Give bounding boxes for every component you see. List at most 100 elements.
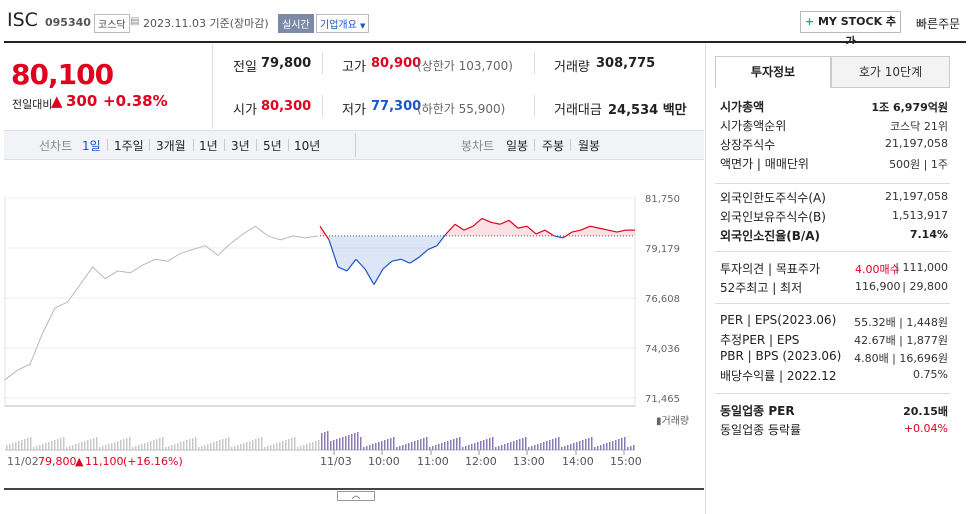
volume-bar [327,431,329,450]
change-amount: 300 [66,92,98,110]
volume-value: 308,775 [596,56,656,71]
tab-5year[interactable]: 5년 [263,139,282,153]
info-label-rows2-1[interactable]: 외국인보유주식수(B) [720,210,826,224]
tab-weekly[interactable]: 주봉 [542,139,565,153]
volume-bar [498,446,500,450]
volume-bar [357,432,359,450]
volume-bar [30,437,32,450]
date-text: 2023.11.03 기준(장마감) [143,17,269,30]
volume-bar [360,437,362,450]
volume-bar [408,443,410,450]
divider [107,139,108,151]
volume-bar [204,445,206,450]
expand-chevron-button[interactable]: ︿ [337,491,375,501]
y-tick-label: 81,750 [645,194,680,205]
info-label-rows4-3[interactable]: 배당수익률 | 2022.12 [720,369,837,383]
tab-3year[interactable]: 3년 [231,139,250,153]
volume-bar [87,440,89,450]
price-line-segment [364,268,375,285]
price-line-segment [319,225,330,241]
volume-bar [426,437,428,450]
company-overview-button[interactable]: 기업개요 ▼ [316,14,370,33]
volume-bar [447,441,449,450]
add-mystock-button[interactable]: + MY STOCK 추가 [800,11,901,48]
volume-bar [81,442,83,450]
volume-bar [15,442,17,450]
volume-bar [588,438,590,450]
tab-orderbook[interactable]: 호가 10단계 [831,56,950,88]
info-label-rows1-2[interactable]: 상장주식수 [720,138,776,152]
tab-1day[interactable]: 1일 [82,139,101,153]
volume-bar [420,439,422,450]
volume-bar [174,444,176,450]
current-price: 80,100 [11,58,114,91]
volume-bar [189,439,191,450]
divider [193,139,194,151]
volume-bar [267,446,269,450]
volume-bar [273,444,275,450]
volume-bar [243,443,245,450]
volume-bar [291,438,293,450]
tab-invest-info[interactable]: 투자정보 [715,56,831,88]
info-label-rows4-0[interactable]: PER | EPS(2023.06) [720,313,837,327]
volume-bar [342,437,344,450]
realtime-badge[interactable]: 실시간 [278,14,314,33]
volume-bar [135,446,137,450]
area-fill-segment [581,226,590,236]
info-label-rows5-1[interactable]: 동일업종 등락률 [720,423,802,437]
info-label-rows3-1[interactable]: 52주최고 | 최저 [720,281,803,295]
price-line-segment [580,225,591,231]
low-label: 저가 [342,103,366,118]
volume-bar [228,437,230,450]
volume-bar [207,444,209,450]
volume-bar [21,440,23,450]
volume-bar [369,445,371,450]
volume-bar [9,444,11,450]
high-value: 80,900 [371,56,422,71]
volume-bar [330,441,332,450]
info-label-rows2-0[interactable]: 외국인한도주식수(A) [720,191,826,205]
tab-10year[interactable]: 10년 [294,139,321,153]
tab-1week[interactable]: 1주일 [114,139,144,153]
volume-bar [513,441,515,450]
volume-bar [138,445,140,450]
volume-bar [264,447,266,450]
volume-bar [471,444,473,450]
calendar-icon: ▤ [130,16,140,27]
price-line-segment [562,231,573,239]
low-value: 77,300 [371,99,422,114]
up-triangle-icon: ▲ [51,92,63,110]
x-tick-label: 13:00 [513,455,545,468]
volume-bar [456,438,458,450]
volume-bar [354,433,356,450]
volume-bar [594,447,596,450]
info-label-rows1-1[interactable]: 시가총액순위 [720,119,787,133]
volume-bar [141,444,143,450]
volume-bar [252,440,254,450]
tab-monthly[interactable]: 월봉 [578,139,601,153]
price-chart[interactable]: 81,750 79,179 76,608 74,036 71,465 11/03 10:0… [0,180,704,480]
volume-legend-label: 거래량 [661,416,690,427]
info-label-rows3-0[interactable]: 투자의견 | 목표주가 [720,262,820,276]
tab-1year[interactable]: 1년 [199,139,218,153]
volume-bar [507,443,509,450]
info-value-rows1-1: 코스닥 21위 [890,120,948,133]
info-label-rows4-2[interactable]: PBR | BPS (2023.06) [720,349,842,363]
volume-bar [375,443,377,450]
tab-3month[interactable]: 3개월 [156,139,186,153]
price-line-segment [409,256,420,264]
panel-divider [715,303,950,304]
header-divider [4,41,966,43]
volume-bar [558,437,560,450]
info-label-rows4-1[interactable]: 추정PER | EPS [720,333,800,347]
volume-bar [171,445,173,450]
info-value-rows1-3: 500원 | 1주 [889,158,948,171]
volume-bar [345,436,347,450]
tab-daily[interactable]: 일봉 [506,139,529,153]
volume-legend: ▮거래량 [656,412,689,427]
quick-order-button[interactable]: 빠른주문 [916,17,961,31]
volume-bar [567,445,569,450]
info-label-rows1-3[interactable]: 액면가 | 매매단위 [720,157,809,171]
volume-bar [390,438,392,450]
volume-bar [351,434,353,450]
